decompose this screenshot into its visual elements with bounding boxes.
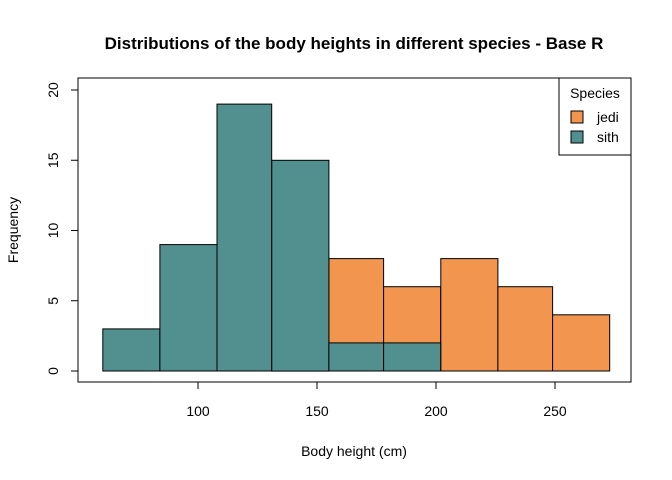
legend: Species jedi sith (558, 77, 632, 156)
y-axis: 0 5 10 15 20 (45, 82, 79, 375)
bar-jedi-3 (497, 286, 554, 372)
bar-jedi-2 (440, 258, 499, 372)
x-tick-label: 250 (543, 403, 567, 419)
y-tick-label: 15 (45, 152, 61, 168)
x-tick-label: 200 (424, 403, 448, 419)
histogram-bars (102, 103, 611, 372)
bar-sith-3 (271, 159, 330, 372)
bar-jedi-4 (552, 314, 611, 372)
y-axis-label: Frequency (5, 197, 21, 263)
chart-title: Distributions of the body heights in dif… (105, 34, 604, 53)
bar-sith-5 (383, 342, 442, 372)
x-tick-label: 100 (186, 403, 210, 419)
legend-label-sith: sith (597, 129, 619, 145)
bar-sith-2 (216, 103, 273, 372)
x-tick-label: 150 (305, 403, 329, 419)
y-tick-label: 10 (45, 223, 61, 239)
legend-items: jedi sith (570, 109, 619, 145)
bar-sith-4 (328, 342, 385, 372)
y-tick-label: 20 (45, 82, 61, 98)
legend-swatch-sith (570, 130, 584, 144)
bar-sith-0 (102, 328, 161, 372)
legend-title: Species (570, 85, 620, 101)
legend-label-jedi: jedi (596, 109, 619, 125)
y-tick-label: 5 (45, 297, 61, 305)
x-axis-label: Body height (cm) (301, 443, 407, 459)
legend-swatch-jedi (570, 110, 584, 124)
x-axis: 100 150 200 250 (186, 381, 567, 419)
y-tick-label: 0 (45, 367, 61, 375)
bar-sith-1 (159, 244, 218, 372)
